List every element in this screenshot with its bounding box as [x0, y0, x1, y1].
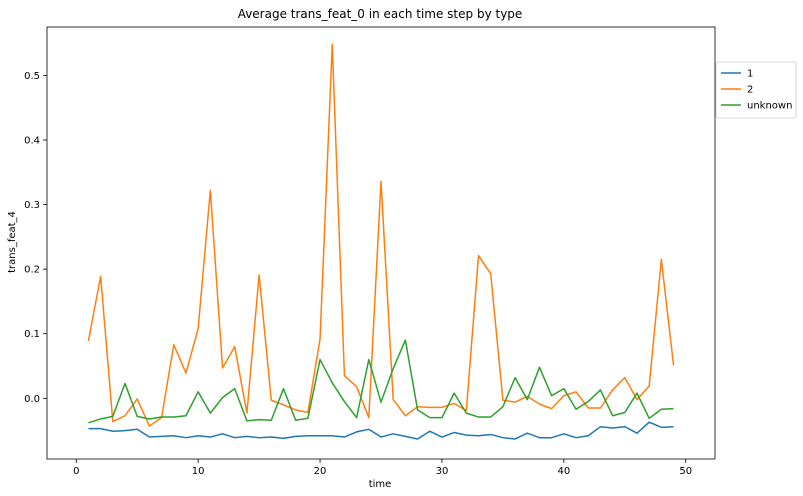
- x-axis-label: time: [369, 479, 392, 490]
- legend-label: 1: [747, 69, 753, 80]
- x-tick-label: 0: [73, 466, 79, 477]
- legend-label: 2: [747, 85, 753, 96]
- series-line-unknown: [88, 339, 674, 424]
- series-line-1: [88, 421, 674, 440]
- x-axis: 0 10 20 30 40 50: [73, 459, 692, 477]
- x-tick-label: 50: [679, 466, 692, 477]
- x-tick-label: 40: [557, 466, 570, 477]
- x-tick-label: 30: [436, 466, 449, 477]
- x-tick-label: 10: [192, 466, 205, 477]
- legend: 1 2 unknown: [715, 61, 797, 119]
- chart-title: Average trans_feat_0 in each time step b…: [238, 7, 523, 21]
- y-tick-label: 0.3: [24, 200, 40, 211]
- y-axis: 0.0 0.1 0.2 0.3 0.4 0.5: [24, 71, 47, 405]
- legend-label: unknown: [747, 101, 792, 112]
- y-tick-label: 0.0: [24, 394, 40, 405]
- y-tick-label: 0.4: [24, 136, 40, 147]
- y-tick-label: 0.1: [24, 329, 40, 340]
- plot-frame: [46, 26, 716, 460]
- y-tick-label: 0.2: [24, 265, 40, 276]
- series-line-2: [87, 43, 675, 427]
- legend-box: [715, 61, 797, 119]
- y-axis-label: trans_feat_4: [7, 211, 18, 273]
- x-tick-label: 20: [314, 466, 327, 477]
- plot-area: [87, 43, 675, 440]
- y-tick-label: 0.5: [24, 71, 40, 82]
